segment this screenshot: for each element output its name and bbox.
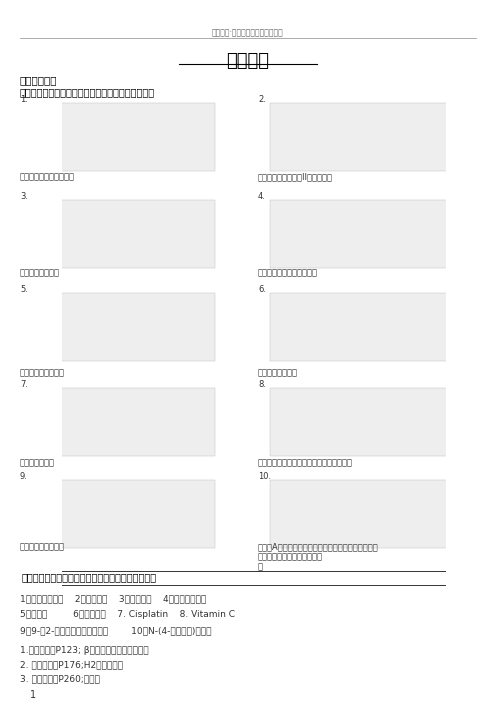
Text: （一）请写出下列结构的药物名称和主要药理作用。: （一）请写出下列结构的药物名称和主要药理作用。 xyxy=(20,87,155,97)
Text: 氯沙坦，血管紧张素II受体拮抗剂: 氯沙坦，血管紧张素II受体拮抗剂 xyxy=(258,172,333,181)
Text: 5.: 5. xyxy=(20,285,28,294)
FancyBboxPatch shape xyxy=(32,103,215,171)
Text: 1: 1 xyxy=(30,690,36,700)
Text: 9．9-（2-羟乙氧基甲基）鸟嘌呤        10．N-(4-羟基苯基)乙酰胺: 9．9-（2-羟乙氧基甲基）鸟嘌呤 10．N-(4-羟基苯基)乙酰胺 xyxy=(20,626,211,635)
Text: 7.: 7. xyxy=(20,380,28,389)
FancyBboxPatch shape xyxy=(32,293,215,361)
Text: 氟康唑，抗真菌药: 氟康唑，抗真菌药 xyxy=(258,368,298,377)
Text: 1.: 1. xyxy=(20,95,28,104)
FancyBboxPatch shape xyxy=(270,480,468,548)
Text: 呋塞米，利尿药: 呋塞米，利尿药 xyxy=(20,458,55,467)
Text: 6.: 6. xyxy=(258,285,266,294)
Text: 3. 化学结构书P260;抗菌药: 3. 化学结构书P260;抗菌药 xyxy=(20,674,100,683)
Text: 2. 化学结构书P176;H2受体拮抗剂: 2. 化学结构书P176;H2受体拮抗剂 xyxy=(20,660,123,669)
Text: 米索前列醇，妊娠早期流产，抑制胃酸分泌: 米索前列醇，妊娠早期流产，抑制胃酸分泌 xyxy=(258,458,353,467)
Text: （二）请写出下列药物的化学结构和主要药理作用。: （二）请写出下列药物的化学结构和主要药理作用。 xyxy=(22,572,157,582)
FancyBboxPatch shape xyxy=(270,103,468,171)
FancyBboxPatch shape xyxy=(32,388,215,456)
Text: 维生素A醋酸酯，治疗夜盲症、角膜软化、皮肤干裂、
粗糙及粘膜抗感染能力低下等
症: 维生素A醋酸酯，治疗夜盲症、角膜软化、皮肤干裂、 粗糙及粘膜抗感染能力低下等 症 xyxy=(258,542,379,572)
Text: 酒石酸唑吡坦，镇静催眠药: 酒石酸唑吡坦，镇静催眠药 xyxy=(258,268,318,277)
Text: 2.: 2. xyxy=(258,95,266,104)
Text: 氟尿嘧啶，抗肿瘤药: 氟尿嘧啶，抗肿瘤药 xyxy=(20,542,65,551)
FancyBboxPatch shape xyxy=(270,388,468,456)
Text: 1．盐酸普萘洛尔    2．雷尼替丁    3．青霉素钠    4．盐酸环丙沙星: 1．盐酸普萘洛尔 2．雷尼替丁 3．青霉素钠 4．盐酸环丙沙星 xyxy=(20,594,206,603)
Text: 9.: 9. xyxy=(20,472,28,481)
FancyBboxPatch shape xyxy=(32,480,215,548)
FancyBboxPatch shape xyxy=(270,293,468,361)
Text: 药物化学: 药物化学 xyxy=(227,52,269,70)
Text: 5．雌二醇         6．丙酸睾酮    7. Cisplatin    8. Vitamin C: 5．雌二醇 6．丙酸睾酮 7. Cisplatin 8. Vitamin C xyxy=(20,610,235,619)
FancyBboxPatch shape xyxy=(270,200,468,268)
Text: 4.: 4. xyxy=(258,192,266,201)
Text: 百度文库·让每个人平等地提升自我: 百度文库·让每个人平等地提升自我 xyxy=(212,28,284,37)
Text: 1.化学结构书P123; β受体阻滞剂，抗心绞痛等: 1.化学结构书P123; β受体阻滞剂，抗心绞痛等 xyxy=(20,646,149,655)
Text: 8.: 8. xyxy=(258,380,266,389)
Text: 3.: 3. xyxy=(20,192,28,201)
Text: 10.: 10. xyxy=(258,472,271,481)
Text: 米非可酮，孕激素拮抗剂: 米非可酮，孕激素拮抗剂 xyxy=(20,172,75,181)
Text: 一、化学结构: 一、化学结构 xyxy=(20,75,58,85)
Text: 吲哚美辛，抗炎药: 吲哚美辛，抗炎药 xyxy=(20,268,60,277)
FancyBboxPatch shape xyxy=(32,200,215,268)
Text: 头孢噻肟钠，抗生素: 头孢噻肟钠，抗生素 xyxy=(20,368,65,377)
